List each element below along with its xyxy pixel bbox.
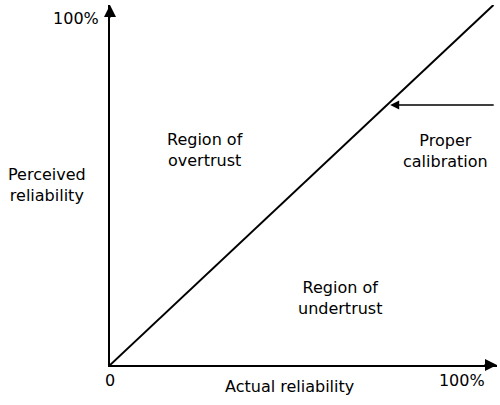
svg-text:100%: 100% xyxy=(53,9,99,28)
svg-text:Region ofovertrust: Region ofovertrust xyxy=(167,130,243,170)
svg-text:100%: 100% xyxy=(439,371,485,390)
svg-text:Region ofundertrust: Region ofundertrust xyxy=(298,278,382,318)
svg-text:Perceivedreliability: Perceivedreliability xyxy=(8,165,86,205)
svg-text:0: 0 xyxy=(105,371,115,390)
svg-text:Actual reliability: Actual reliability xyxy=(225,377,354,396)
svg-text:Propercalibration: Propercalibration xyxy=(403,131,488,171)
